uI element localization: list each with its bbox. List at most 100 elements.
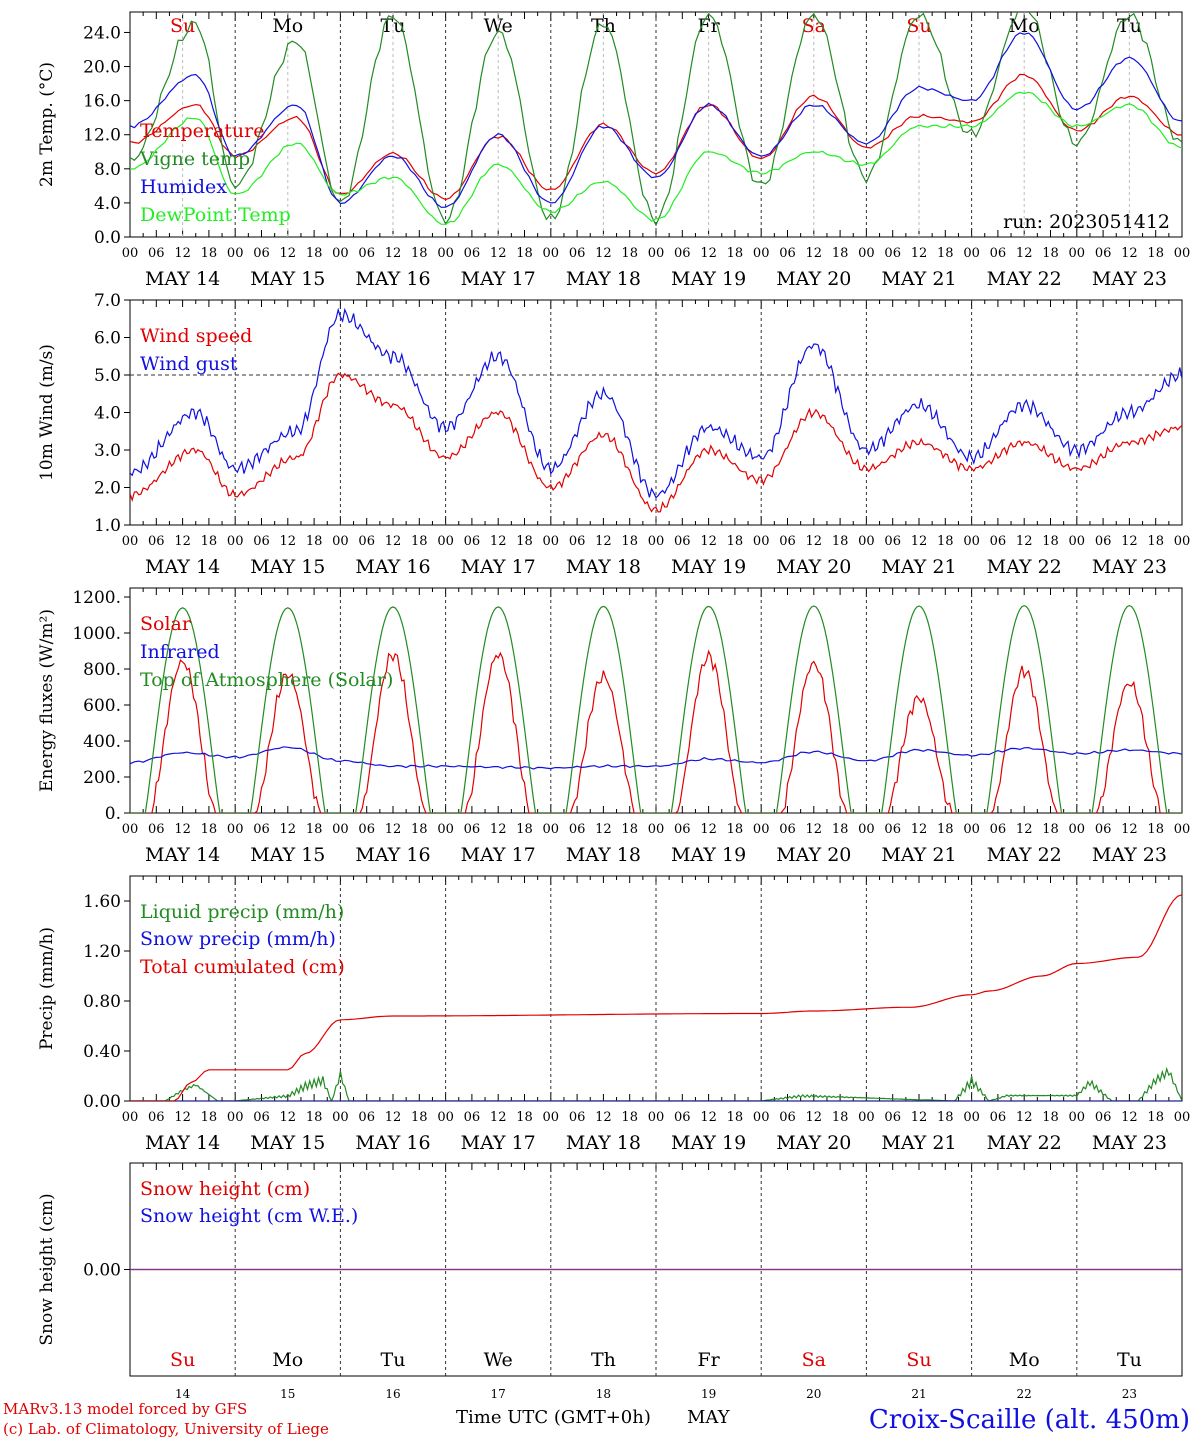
hour-label: 12 — [1121, 246, 1138, 261]
hour-label: 06 — [884, 534, 901, 549]
weekday-label: Th — [591, 15, 616, 37]
y-tick-label: 3.0 — [94, 441, 121, 461]
y-tick-label: 1000. — [72, 624, 121, 644]
hour-label: 18 — [937, 822, 954, 837]
y-tick-label: 20.0 — [83, 58, 121, 78]
hour-label: 06 — [358, 534, 375, 549]
hour-label: 06 — [464, 1110, 481, 1125]
date-label: MAY 22 — [987, 844, 1062, 866]
legend-entry: Humidex — [140, 176, 227, 198]
y-tick-label: 8.0 — [94, 160, 121, 180]
weekday-label: Tu — [381, 1349, 406, 1371]
hour-label: 12 — [1121, 1110, 1138, 1125]
hour-label: 06 — [253, 1110, 270, 1125]
hour-label: 00 — [1069, 534, 1086, 549]
hour-label: 06 — [884, 1110, 901, 1125]
hour-label: 18 — [621, 1110, 638, 1125]
hour-label: 06 — [464, 822, 481, 837]
hour-label: 12 — [595, 534, 612, 549]
hour-label: 00 — [1174, 822, 1191, 837]
date-label: MAY 22 — [987, 1132, 1062, 1154]
panel-4: 0.00 0.40 0.80 1.20 1.60 Precip (mm/h) 00 06 12 1… — [37, 875, 1190, 1154]
hour-label: 18 — [516, 246, 533, 261]
weekday-label: Mo — [272, 15, 303, 37]
hour-label: 00 — [963, 1110, 980, 1125]
hour-label: 12 — [1121, 534, 1138, 549]
date-label: MAY 18 — [566, 556, 641, 578]
hour-label: 12 — [280, 246, 297, 261]
legend-entry: Temperature — [140, 120, 264, 142]
day-number: 16 — [385, 1387, 400, 1401]
hour-label: 18 — [1147, 246, 1164, 261]
date-label: MAY 20 — [776, 844, 851, 866]
y-tick-label: 600. — [83, 696, 121, 716]
hour-ticks — [129, 588, 1183, 813]
hour-label: 12 — [385, 246, 402, 261]
hour-label: 00 — [227, 246, 244, 261]
date-label: MAY 21 — [881, 268, 956, 290]
hour-label: 18 — [937, 1110, 954, 1125]
hour-label: 00 — [437, 822, 454, 837]
y-tick-label: 0.00 — [83, 1261, 121, 1281]
day-number: 18 — [596, 1387, 611, 1401]
day-number: 21 — [911, 1387, 926, 1401]
hour-label: 12 — [806, 822, 823, 837]
hour-label: 18 — [937, 534, 954, 549]
date-label: MAY 15 — [250, 268, 325, 290]
hour-label: 12 — [490, 534, 507, 549]
hour-label: 06 — [253, 822, 270, 837]
hour-label: 00 — [753, 1110, 770, 1125]
day-number: 17 — [491, 1387, 506, 1401]
legend-entry: Infrared — [140, 641, 220, 663]
date-label: MAY 19 — [671, 1132, 746, 1154]
hour-label: 12 — [385, 822, 402, 837]
hour-label: 18 — [1147, 1110, 1164, 1125]
hour-label: 00 — [753, 246, 770, 261]
hour-label: 06 — [148, 1110, 165, 1125]
date-label: MAY 21 — [881, 1132, 956, 1154]
hour-label: 06 — [674, 534, 691, 549]
y-tick-label: 1.20 — [83, 942, 121, 962]
legend-entry: Wind speed — [140, 325, 252, 347]
hour-label: 18 — [411, 1110, 428, 1125]
hour-label: 06 — [990, 1110, 1007, 1125]
day-number: 15 — [280, 1387, 295, 1401]
hour-label: 06 — [1095, 246, 1112, 261]
y-tick-label: 2.0 — [94, 479, 121, 499]
date-label: MAY 14 — [145, 1132, 220, 1154]
footer: MARv3.13 model forced by GFS (c) Lab. of… — [3, 1400, 1190, 1438]
date-label: MAY 19 — [671, 556, 746, 578]
legend-entry: DewPoint Temp — [140, 204, 291, 226]
hour-label: 00 — [332, 1110, 349, 1125]
run-annotation: run: 2023051412 — [1003, 211, 1170, 233]
y-tick-label: 4.0 — [94, 404, 121, 424]
hour-label: 06 — [1095, 1110, 1112, 1125]
date-label: MAY 22 — [987, 556, 1062, 578]
hour-label: 00 — [858, 534, 875, 549]
y-axis-label: Snow height (cm) — [37, 1193, 57, 1345]
y-tick-label: 200. — [83, 768, 121, 788]
hour-label: 18 — [516, 822, 533, 837]
hour-label: 06 — [779, 246, 796, 261]
date-label: MAY 16 — [355, 556, 430, 578]
hour-label: 06 — [674, 246, 691, 261]
weekday-label: Tu — [1117, 15, 1142, 37]
hour-label: 18 — [1147, 534, 1164, 549]
hour-ticks — [129, 300, 1183, 525]
series-line-humidex — [130, 32, 1182, 208]
hour-label: 12 — [174, 246, 191, 261]
model-credit-line1: MARv3.13 model forced by GFS — [3, 1400, 247, 1418]
hour-label: 00 — [227, 1110, 244, 1125]
hour-label: 06 — [148, 246, 165, 261]
hour-label: 18 — [201, 1110, 218, 1125]
y-tick-label: 4.0 — [94, 194, 121, 214]
weekday-label: Su — [906, 1349, 931, 1371]
date-label: MAY 14 — [145, 268, 220, 290]
hour-label: 00 — [332, 822, 349, 837]
hour-label: 12 — [490, 246, 507, 261]
hour-label: 06 — [148, 822, 165, 837]
hour-label: 00 — [543, 1110, 560, 1125]
hour-label: 00 — [648, 822, 665, 837]
hour-label: 06 — [358, 246, 375, 261]
hour-label: 06 — [569, 822, 586, 837]
